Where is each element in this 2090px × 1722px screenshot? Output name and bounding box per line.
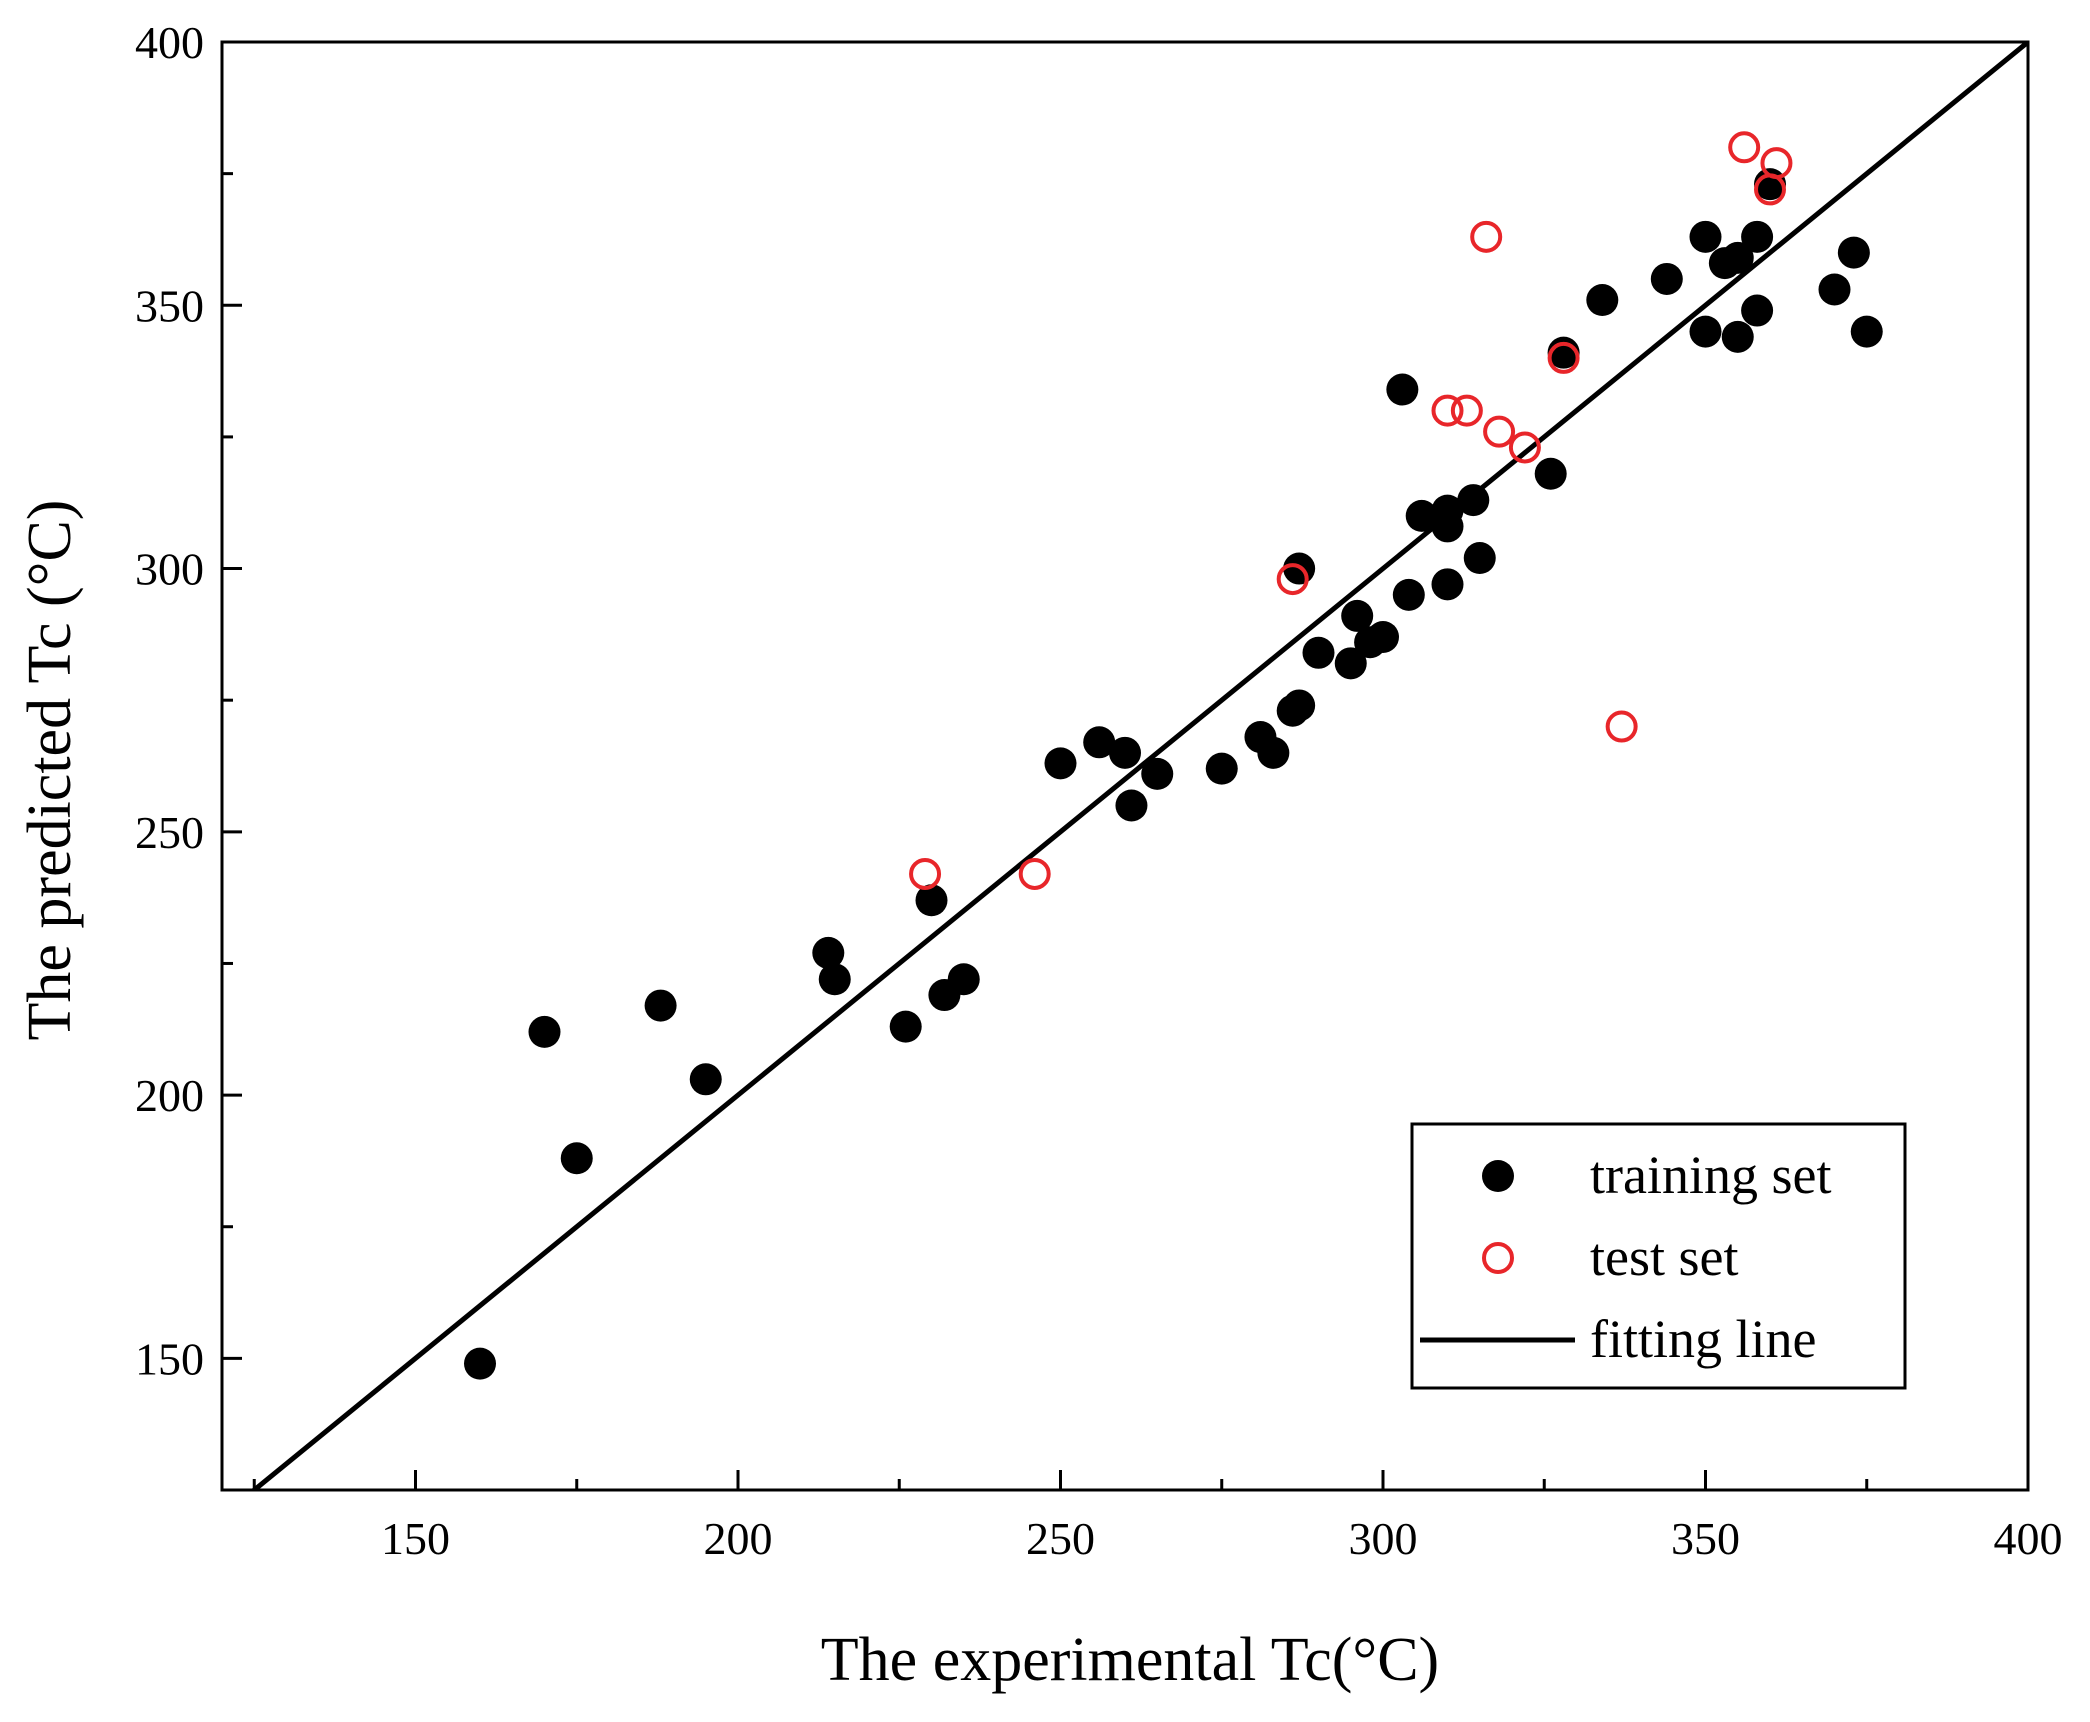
legend-training-marker xyxy=(1482,1160,1514,1192)
training-point xyxy=(1837,236,1870,269)
y-axis-title: The predicted Tc (°C) xyxy=(16,500,84,1041)
training-point xyxy=(1367,620,1399,653)
training-point xyxy=(1257,736,1290,769)
training-point xyxy=(915,884,948,917)
training-point xyxy=(1109,736,1141,769)
training-point xyxy=(812,936,845,969)
training-point xyxy=(1850,315,1883,348)
training-point xyxy=(528,1015,561,1048)
test-point xyxy=(1760,147,1793,180)
plot-area xyxy=(250,42,2028,1490)
training-point xyxy=(1741,220,1774,253)
y-tick-label: 200 xyxy=(135,1070,204,1121)
training-point xyxy=(889,1010,922,1043)
test-point xyxy=(1728,131,1761,164)
training-point xyxy=(1341,599,1374,632)
training-point xyxy=(818,963,851,996)
x-tick-label: 400 xyxy=(1994,1513,2063,1564)
training-point xyxy=(1386,373,1419,406)
training-point xyxy=(644,989,677,1022)
legend-fitting-label: fitting line xyxy=(1590,1309,1816,1369)
training-point xyxy=(1334,647,1367,680)
training-point xyxy=(1463,542,1496,575)
test-point xyxy=(1470,220,1503,253)
test-point xyxy=(1431,394,1464,427)
test-point xyxy=(1450,394,1483,427)
training-point xyxy=(689,1063,722,1096)
tick-layer: 150 200 250 300 350 400 150 200 250 300 350 400 xyxy=(135,17,2063,1564)
training-point xyxy=(1741,294,1774,327)
test-point xyxy=(1483,415,1516,448)
training-point xyxy=(1534,457,1567,490)
training-point xyxy=(464,1347,496,1380)
training-point xyxy=(1721,320,1754,353)
y-tick-label: 250 xyxy=(135,807,204,858)
x-tick-label: 300 xyxy=(1349,1513,1418,1564)
training-point xyxy=(1586,284,1619,317)
training-point xyxy=(1405,499,1438,532)
training-point xyxy=(1205,752,1238,785)
x-tick-label: 150 xyxy=(381,1513,450,1564)
training-point xyxy=(1689,220,1722,253)
plot-frame xyxy=(220,40,2030,1492)
x-tick-label: 250 xyxy=(1026,1513,1095,1564)
training-point xyxy=(947,963,980,996)
training-point xyxy=(1818,273,1851,306)
training-point xyxy=(1141,757,1174,790)
test-point xyxy=(1018,857,1051,890)
y-tick-label: 300 xyxy=(135,544,204,595)
x-tick-label: 200 xyxy=(704,1513,773,1564)
legend: training set test set fitting line xyxy=(1410,1122,1907,1390)
training-point xyxy=(560,1142,593,1175)
training-point xyxy=(1431,510,1464,543)
fitting-line xyxy=(250,42,2028,1490)
test-point xyxy=(1276,563,1309,596)
training-point xyxy=(1431,568,1464,601)
training-point xyxy=(1650,262,1683,295)
training-point xyxy=(1115,789,1148,822)
training-point xyxy=(1392,578,1425,611)
training-point xyxy=(1083,726,1116,759)
training-point xyxy=(1689,315,1722,348)
legend-test-marker xyxy=(1482,1242,1514,1274)
training-point xyxy=(1457,484,1490,517)
training-point xyxy=(1283,689,1316,722)
x-tick-label: 350 xyxy=(1671,1513,1740,1564)
training-point xyxy=(1044,747,1077,780)
y-tick-label: 350 xyxy=(135,280,204,331)
x-axis-title: The experimental Tc(°C) xyxy=(821,1626,1439,1694)
test-point xyxy=(909,857,942,890)
test-point xyxy=(1605,710,1638,743)
y-tick-label: 400 xyxy=(135,17,204,68)
plot-layer xyxy=(250,42,2028,1490)
training-point xyxy=(1302,636,1335,669)
legend-training-label: training set xyxy=(1590,1145,1831,1205)
legend-test-label: test set xyxy=(1590,1227,1738,1287)
test-point xyxy=(1547,341,1580,374)
test-point xyxy=(1508,431,1541,464)
y-tick-label: 150 xyxy=(135,1333,204,1384)
training-point xyxy=(1721,241,1754,274)
